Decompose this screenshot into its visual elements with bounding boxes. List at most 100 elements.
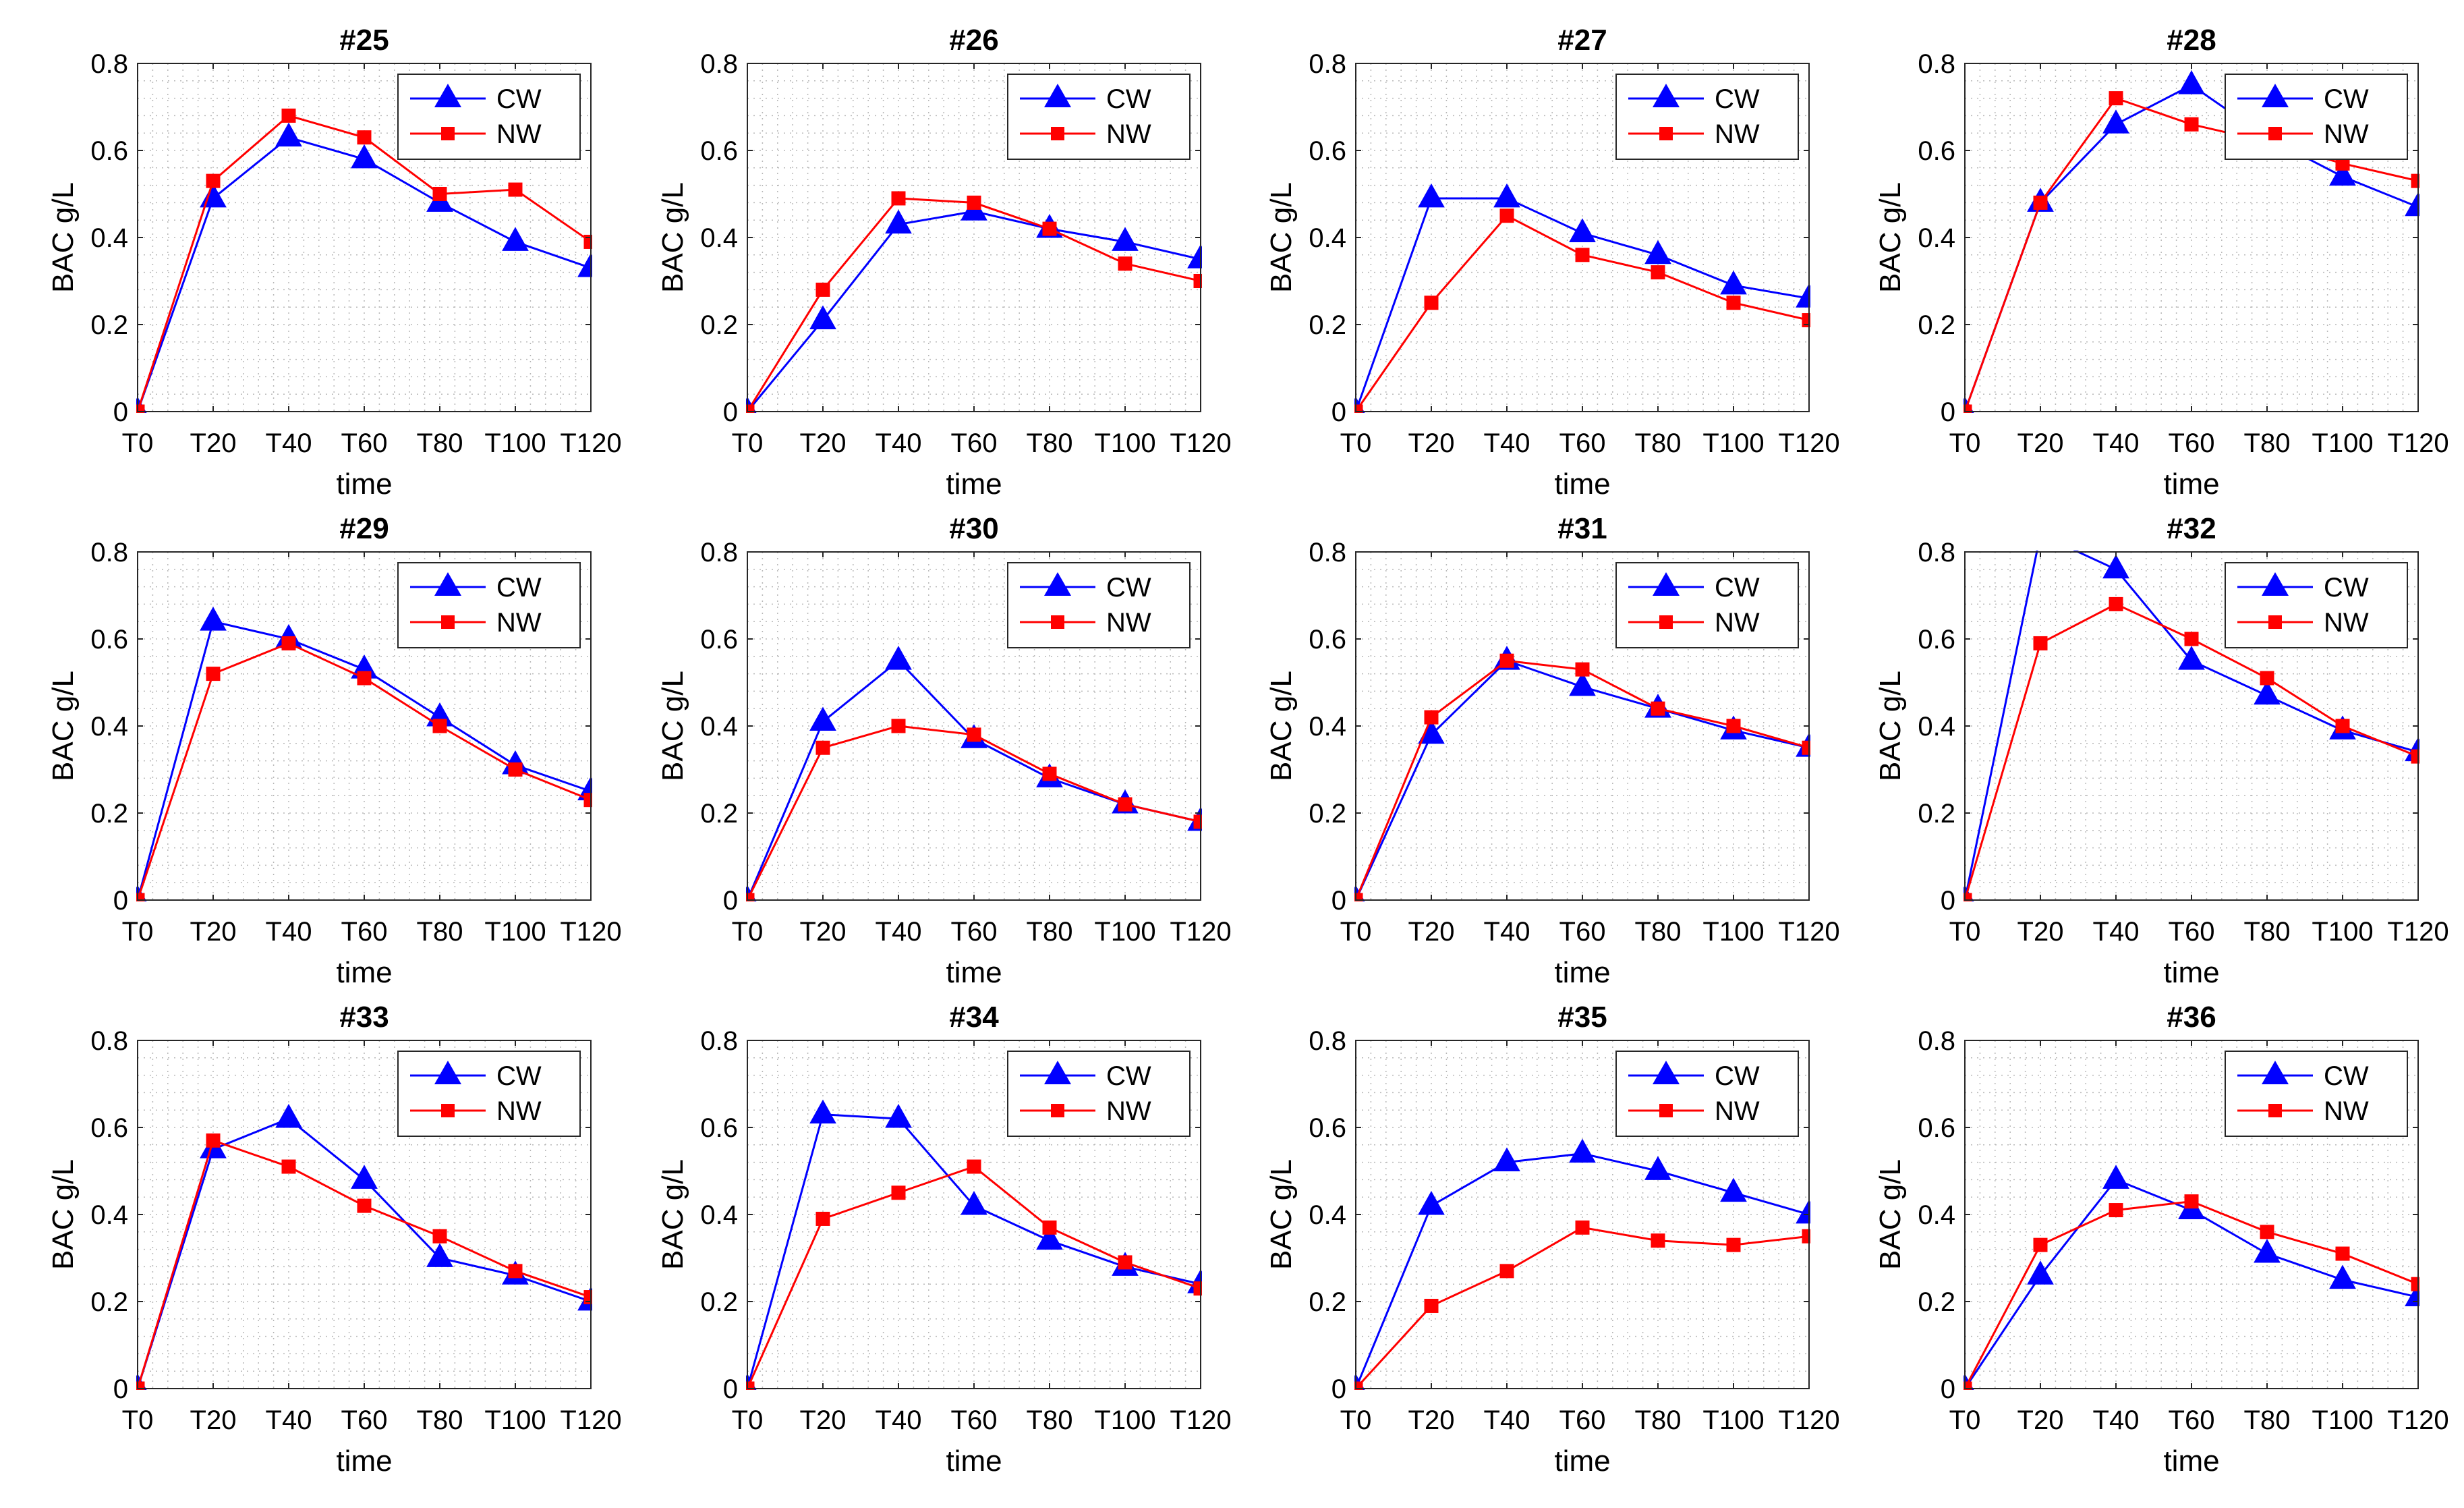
legend-box	[1615, 1051, 1799, 1137]
x-tick-label: T80	[417, 917, 463, 947]
legend-label-cw: CW	[496, 573, 542, 603]
y-tick-label: 0.6	[90, 625, 128, 654]
y-tick-label: 0.6	[700, 136, 738, 166]
data-point-nw	[2109, 1203, 2123, 1218]
data-point-cw	[2329, 161, 2356, 186]
panel: 0 0.2 0.4 0.6 0.8 T0 T20 T40 T60 T80 T100 T120 #36 ti…	[1874, 1001, 2449, 1478]
data-point-nw	[1042, 221, 1057, 236]
data-point-nw	[2260, 671, 2274, 686]
x-tick-label: T40	[2093, 428, 2140, 458]
data-point-cw	[1112, 227, 1139, 251]
data-point-cw	[1720, 270, 1747, 295]
data-point-cw	[885, 646, 912, 670]
x-tick-label: T0	[122, 428, 154, 458]
y-tick-label: 0.6	[1309, 625, 1346, 654]
legend-label-cw: CW	[2324, 573, 2369, 603]
data-point-nw	[967, 1159, 981, 1174]
y-tick-label: 0.4	[90, 1200, 128, 1230]
x-tick-label: T100	[1094, 917, 1155, 947]
legend-label-nw: NW	[1715, 119, 1760, 149]
legend: CW NW	[397, 1051, 581, 1137]
x-tick-label: T40	[266, 1405, 312, 1435]
y-tick-label: 0.6	[1309, 136, 1346, 166]
data-point-nw	[206, 173, 221, 188]
x-tick-label: T20	[1408, 1405, 1455, 1435]
legend-marker-nw	[1051, 1104, 1064, 1117]
panel: 0 0.2 0.4 0.6 0.8 T0 T20 T40 T60 T80 T100 T120 #26 ti…	[656, 24, 1232, 501]
data-point-nw	[432, 187, 447, 201]
x-tick-label: T100	[2312, 428, 2373, 458]
data-point-cw	[1569, 671, 1596, 696]
y-axis-label: BAC g/L	[1265, 182, 1298, 293]
data-point-nw	[891, 191, 906, 206]
x-tick-label: T20	[190, 917, 237, 947]
x-tick-label: T100	[2312, 917, 2373, 947]
x-tick-label: T60	[341, 428, 388, 458]
legend-marker-cw	[2262, 572, 2289, 596]
legend-marker-nw	[441, 615, 455, 629]
data-point-cw	[1569, 218, 1596, 242]
x-axis-label: time	[336, 956, 392, 989]
series-group	[136, 607, 592, 901]
x-tick-label: T80	[417, 428, 463, 458]
data-point-cw	[885, 209, 912, 234]
legend-marker-nw	[2268, 1104, 2282, 1117]
y-axis-label: BAC g/L	[47, 182, 80, 293]
x-tick-label: T120	[1170, 428, 1231, 458]
y-tick-label: 0.4	[1918, 712, 1955, 742]
series-group	[1354, 183, 1810, 413]
y-axis-label: BAC g/L	[1265, 1159, 1298, 1270]
y-tick-label: 0.8	[90, 49, 128, 79]
x-tick-label: T100	[1702, 428, 1764, 458]
data-point-cw	[275, 122, 302, 147]
data-point-cw	[2102, 554, 2129, 579]
panel-title: #28	[2167, 24, 2216, 57]
series-group	[136, 108, 592, 413]
legend-box	[2225, 562, 2408, 648]
data-point-nw	[432, 1229, 447, 1244]
legend: CW NW	[1615, 74, 1799, 160]
x-axis-label: time	[946, 1445, 1002, 1478]
data-point-cw	[351, 1165, 378, 1189]
data-point-cw	[2102, 109, 2129, 134]
x-tick-label: T60	[2169, 428, 2215, 458]
data-point-cw	[200, 607, 227, 631]
legend-marker-nw	[441, 1104, 455, 1117]
series-group	[746, 646, 1202, 901]
legend-label-cw: CW	[1715, 573, 1760, 603]
y-tick-label: 0.4	[1309, 712, 1346, 742]
y-tick-label: 0.8	[700, 538, 738, 567]
y-tick-label: 0.8	[1309, 538, 1346, 567]
data-point-cw	[885, 1103, 912, 1128]
y-tick-label: 0.4	[90, 223, 128, 253]
legend-box	[1007, 1051, 1191, 1137]
y-tick-label: 0.8	[1918, 538, 1955, 567]
x-tick-label: T20	[800, 1405, 847, 1435]
x-tick-label: T60	[951, 917, 998, 947]
legend-label-cw: CW	[2324, 1061, 2369, 1091]
data-point-nw	[1042, 1220, 1057, 1235]
x-tick-label: T60	[1559, 1405, 1606, 1435]
x-tick-label: T120	[1170, 1405, 1231, 1435]
x-tick-label: T80	[1027, 917, 1073, 947]
y-tick-label: 0.4	[700, 223, 738, 253]
x-axis-label: time	[2163, 956, 2219, 989]
data-point-nw	[891, 719, 906, 733]
x-tick-label: T0	[1949, 917, 1981, 947]
y-tick-label: 0	[1941, 397, 1955, 427]
x-tick-label: T60	[341, 1405, 388, 1435]
data-point-nw	[2109, 596, 2123, 611]
legend-label-nw: NW	[1106, 119, 1151, 149]
x-tick-label: T40	[876, 917, 922, 947]
legend-marker-nw	[1659, 1104, 1673, 1117]
x-tick-label: T100	[2312, 1405, 2373, 1435]
legend-marker-cw	[2262, 1061, 2289, 1084]
data-point-nw	[1575, 248, 1590, 262]
data-point-cw	[2329, 1264, 2356, 1289]
y-tick-label: 0	[113, 1374, 128, 1404]
x-tick-label: T40	[266, 428, 312, 458]
legend-label-cw: CW	[1106, 573, 1151, 603]
x-tick-label: T100	[484, 917, 546, 947]
panel-title: #32	[2167, 512, 2216, 545]
legend-marker-cw	[1653, 572, 1680, 596]
